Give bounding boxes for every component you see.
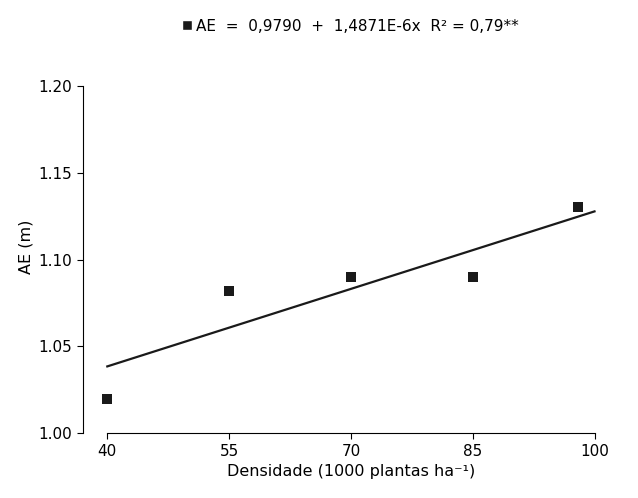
Y-axis label: AE (m): AE (m): [19, 219, 33, 274]
Point: [224, 287, 234, 295]
Legend: AE  =  0,9790  +  1,4871E-6x  R² = 0,79**: AE = 0,9790 + 1,4871E-6x R² = 0,79**: [182, 19, 519, 34]
X-axis label: Densidade (1000 plantas ha⁻¹): Densidade (1000 plantas ha⁻¹): [226, 464, 475, 479]
Point: [102, 394, 112, 402]
Point: [573, 204, 583, 212]
Point: [346, 273, 356, 281]
Point: [468, 273, 478, 281]
